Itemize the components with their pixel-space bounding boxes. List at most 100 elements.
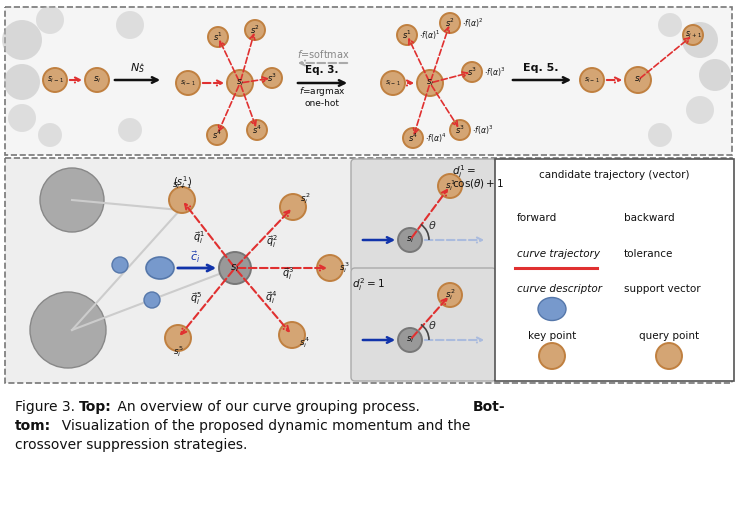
Text: $\cdot f(\alpha)^3$: $\cdot f(\alpha)^3$ (472, 123, 493, 137)
Text: crossover suppression strategies.: crossover suppression strategies. (15, 438, 247, 452)
Text: $s_{i-1}$: $s_{i-1}$ (46, 75, 63, 85)
Text: $\vec{q}_i^{2}$: $\vec{q}_i^{2}$ (266, 233, 278, 250)
Circle shape (398, 328, 422, 352)
FancyBboxPatch shape (495, 159, 734, 381)
Text: $s_i^2$: $s_i^2$ (300, 192, 310, 206)
Text: $\cdot f(\alpha)^4$: $\cdot f(\alpha)^4$ (425, 132, 446, 145)
Text: $s_i$: $s_i$ (406, 235, 414, 245)
Text: curve descriptor: curve descriptor (517, 284, 602, 294)
Circle shape (417, 70, 443, 96)
Text: $\vec{c}_i$: $\vec{c}_i$ (190, 249, 200, 265)
Circle shape (227, 70, 253, 96)
Text: $s^3$: $s^3$ (467, 66, 477, 78)
Text: $s^1$: $s^1$ (402, 29, 412, 41)
Text: $\vec{q}_i^{1}$: $\vec{q}_i^{1}$ (193, 230, 204, 246)
Text: Figure 3.: Figure 3. (15, 400, 80, 414)
Circle shape (262, 68, 282, 88)
Text: $s_i^3$: $s_i^3$ (339, 260, 349, 276)
Circle shape (36, 6, 64, 34)
Circle shape (648, 123, 672, 147)
Text: $s_i$: $s_i$ (426, 78, 434, 88)
Circle shape (280, 194, 306, 220)
Circle shape (438, 174, 462, 198)
Text: $d_i^1 =$: $d_i^1 =$ (452, 163, 476, 180)
Circle shape (279, 322, 305, 348)
Circle shape (656, 343, 682, 369)
Text: $s_{i-1}$: $s_{i-1}$ (180, 79, 196, 88)
Text: tom:: tom: (15, 419, 51, 433)
Text: $s^3$: $s^3$ (267, 72, 277, 84)
Circle shape (219, 252, 251, 284)
Ellipse shape (538, 298, 566, 321)
Text: tolerance: tolerance (624, 249, 673, 259)
Text: $\theta$: $\theta$ (428, 319, 436, 331)
Circle shape (440, 13, 460, 33)
Circle shape (208, 27, 228, 47)
Circle shape (165, 325, 191, 351)
FancyBboxPatch shape (351, 159, 496, 272)
Text: $s_{i-1}$: $s_{i-1}$ (172, 181, 192, 191)
Circle shape (2, 20, 42, 60)
Circle shape (683, 25, 703, 45)
Circle shape (462, 62, 482, 82)
Circle shape (625, 67, 651, 93)
Text: $s_{i-1}$: $s_{i-1}$ (385, 79, 401, 88)
Circle shape (317, 255, 343, 281)
FancyBboxPatch shape (5, 7, 732, 155)
Text: $s^4$: $s^4$ (212, 129, 222, 141)
Circle shape (438, 283, 462, 307)
Circle shape (245, 20, 265, 40)
Circle shape (398, 228, 422, 252)
Text: $\cos(\theta)+1$: $\cos(\theta)+1$ (452, 177, 504, 190)
Text: An overview of our curve grouping process.: An overview of our curve grouping proces… (113, 400, 424, 414)
Text: $s_i$: $s_i$ (634, 75, 642, 85)
Circle shape (43, 68, 67, 92)
Text: forward: forward (517, 213, 557, 223)
Text: $s_i^2$: $s_i^2$ (445, 288, 455, 302)
Circle shape (699, 59, 731, 91)
Text: Top:: Top: (79, 400, 111, 414)
Text: $s^2$: $s^2$ (445, 17, 455, 29)
Circle shape (4, 64, 40, 100)
Circle shape (116, 11, 144, 39)
Text: $\vec{q}_i^{3}$: $\vec{q}_i^{3}$ (283, 266, 294, 282)
Circle shape (381, 71, 405, 95)
Text: $s^2$: $s^2$ (250, 24, 260, 36)
Text: $s_i$: $s_i$ (406, 335, 414, 345)
Text: $f$=softmax: $f$=softmax (297, 48, 349, 60)
Text: $d_i^2=1$: $d_i^2=1$ (352, 277, 384, 293)
Circle shape (112, 257, 128, 273)
Text: $f$=argmax: $f$=argmax (299, 84, 345, 97)
Text: $s^1$: $s^1$ (213, 31, 223, 43)
Circle shape (169, 187, 195, 213)
Text: candidate trajectory (vector): candidate trajectory (vector) (539, 170, 690, 180)
Text: $\cdot f(\alpha)^3$: $\cdot f(\alpha)^3$ (484, 66, 506, 79)
FancyBboxPatch shape (351, 268, 496, 381)
Text: $\vec{q}_i^{4}$: $\vec{q}_i^{4}$ (266, 289, 277, 306)
Circle shape (30, 292, 106, 368)
Circle shape (85, 68, 109, 92)
Text: $\theta$: $\theta$ (428, 219, 436, 231)
Text: $s_i$: $s_i$ (93, 75, 101, 85)
Circle shape (8, 104, 36, 132)
Text: one-hot: one-hot (305, 99, 339, 107)
Text: Visualization of the proposed dynamic momentum and the: Visualization of the proposed dynamic mo… (53, 419, 470, 433)
Text: $s^3$: $s^3$ (455, 124, 465, 136)
Text: $N_{\hat{S}}$: $N_{\hat{S}}$ (129, 61, 145, 75)
Circle shape (38, 123, 62, 147)
Text: $s_i^5$: $s_i^5$ (173, 345, 183, 359)
FancyBboxPatch shape (5, 158, 732, 383)
Circle shape (658, 13, 682, 37)
Circle shape (176, 71, 200, 95)
Text: $s^4$: $s^4$ (252, 124, 262, 136)
Circle shape (403, 128, 423, 148)
Text: Eq. 3.: Eq. 3. (306, 65, 339, 75)
Text: support vector: support vector (624, 284, 700, 294)
Text: $s_i^1$: $s_i^1$ (445, 179, 455, 193)
Circle shape (118, 118, 142, 142)
Text: $s_{i+1}$: $s_{i+1}$ (685, 30, 701, 40)
Circle shape (207, 125, 227, 145)
Text: key point: key point (528, 331, 576, 341)
Circle shape (450, 120, 470, 140)
Text: $\vec{q}_i^{5}$: $\vec{q}_i^{5}$ (190, 291, 202, 308)
